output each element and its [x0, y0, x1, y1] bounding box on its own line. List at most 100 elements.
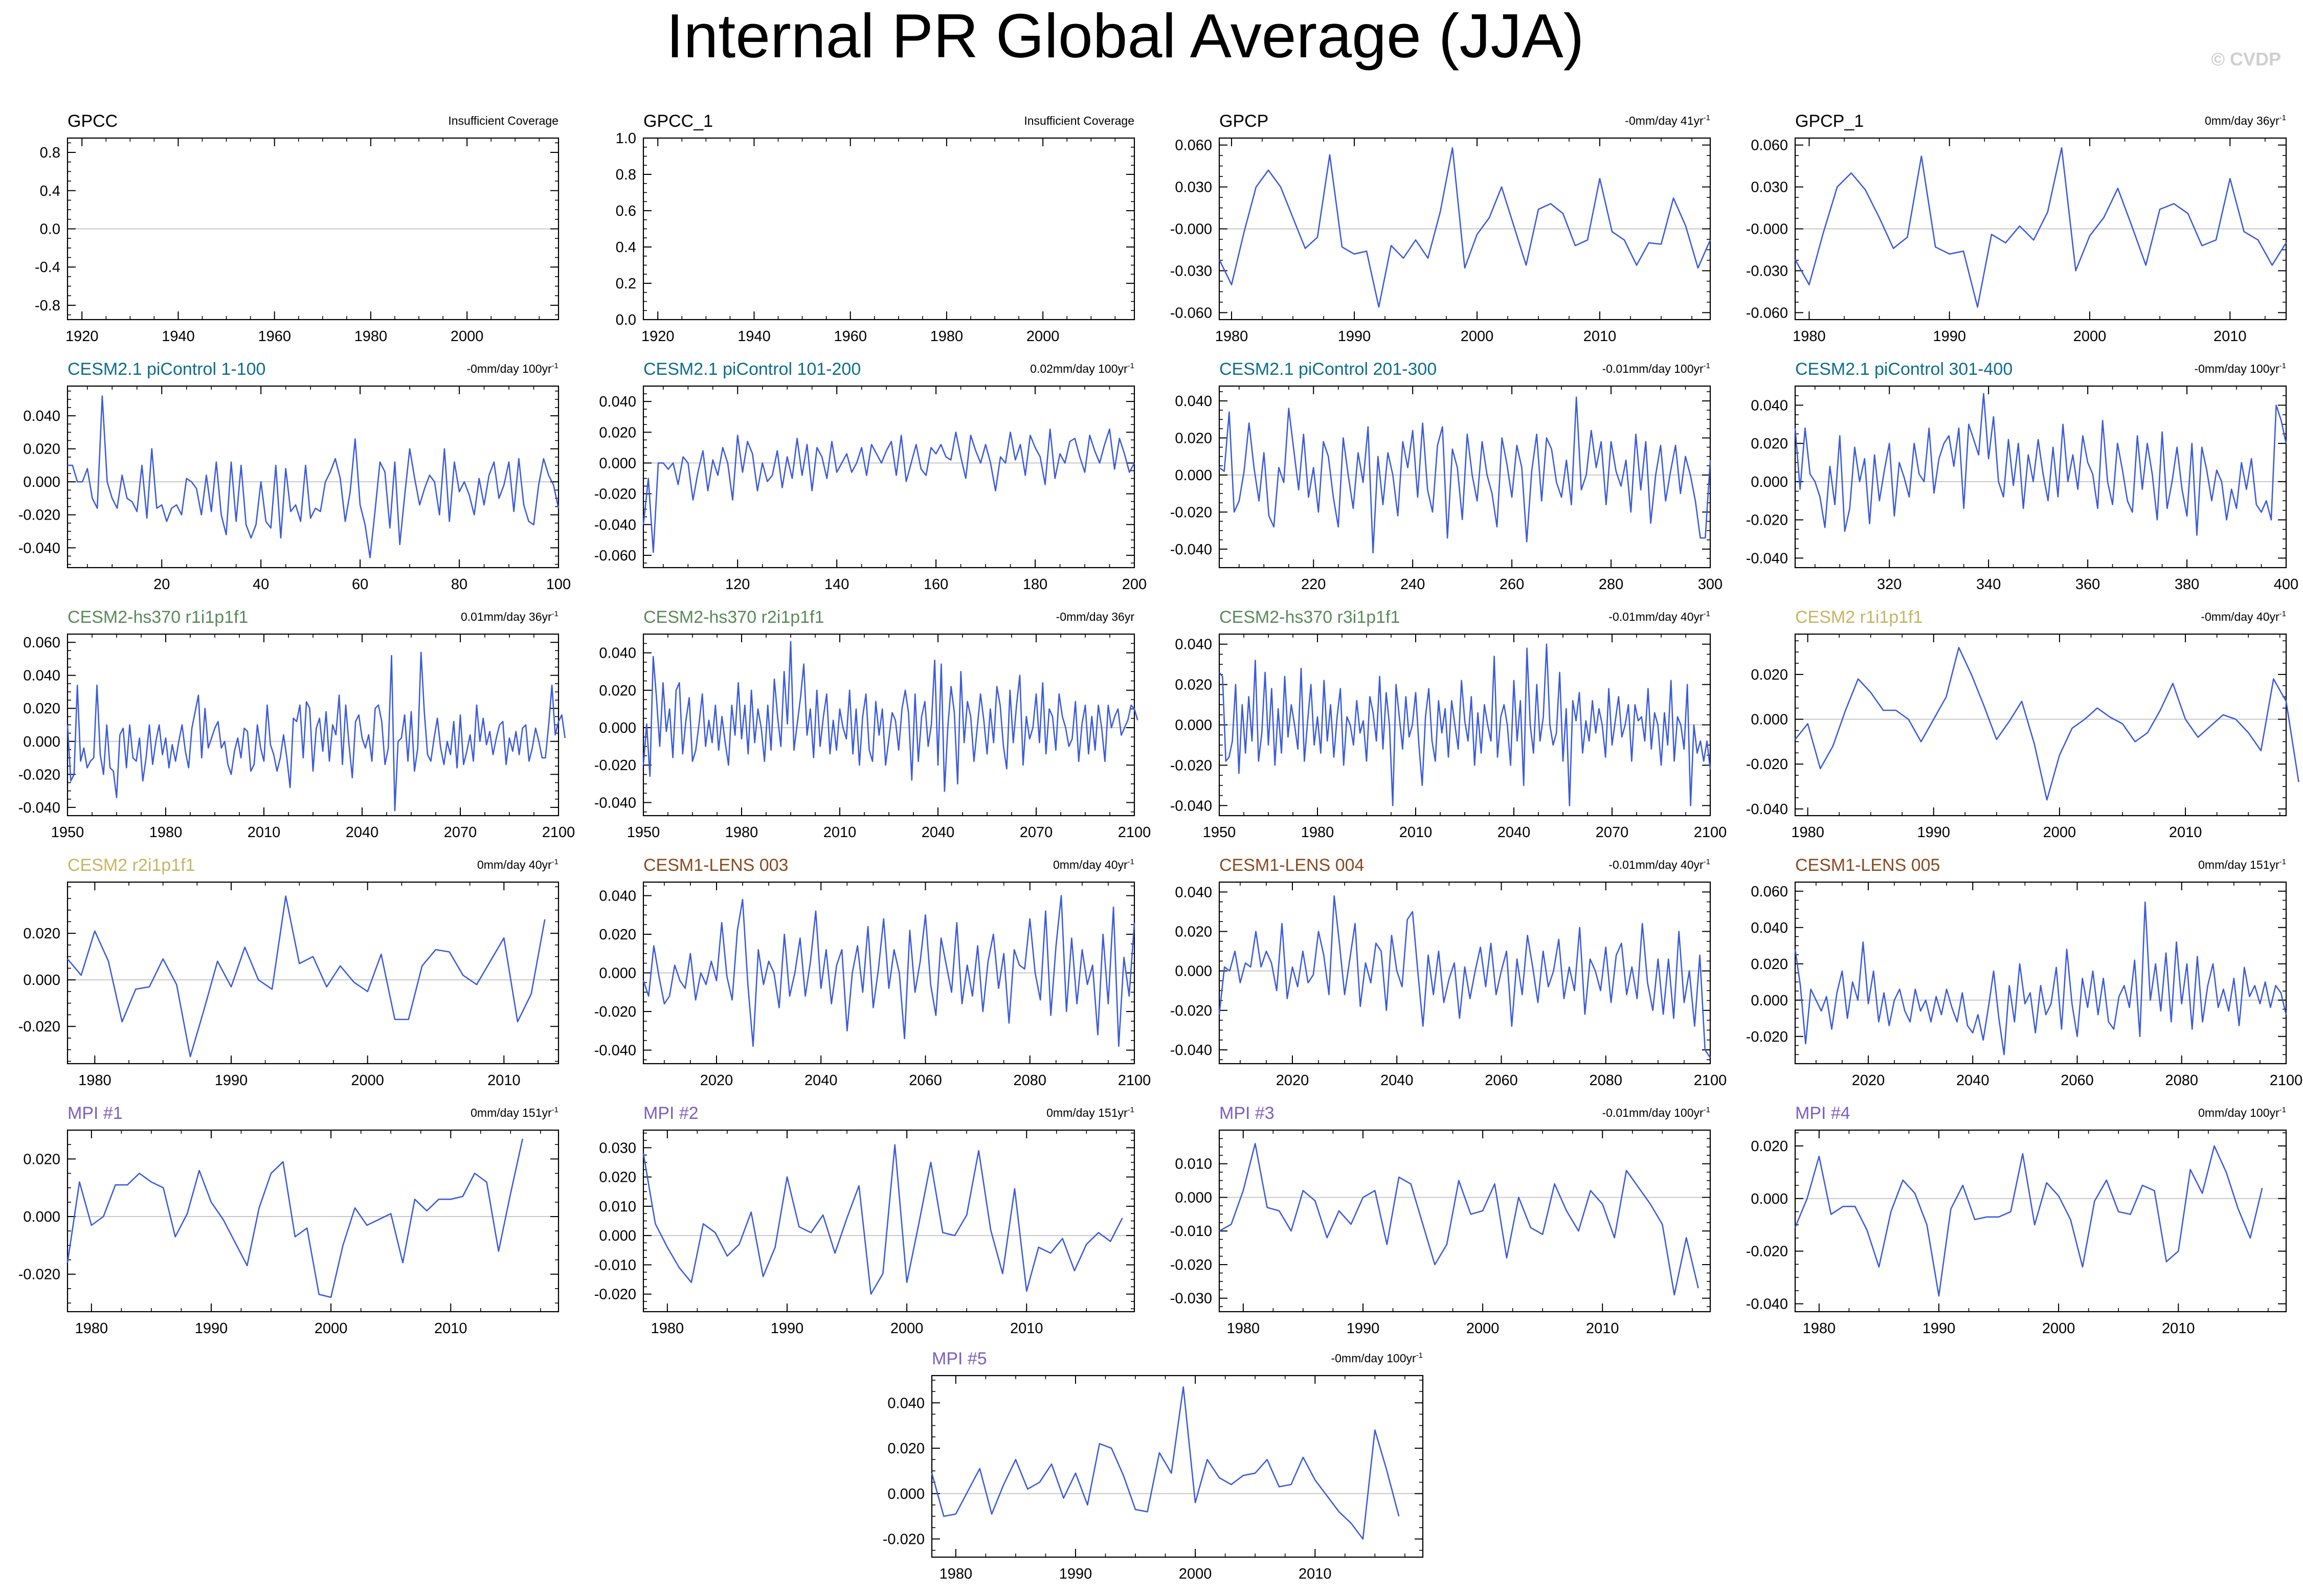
x-tick-label: 2100 — [2270, 1072, 2303, 1089]
y-tick-label: -0.060 — [1170, 305, 1212, 321]
panel-annotation: 0mm/day 151yr-1 — [1046, 1106, 1134, 1119]
x-tick-label: 2020 — [1276, 1072, 1309, 1089]
page-title: Internal PR Global Average (JJA) — [666, 1, 1584, 71]
x-tick-label: 2080 — [2165, 1072, 2198, 1089]
x-tick-label: 1980 — [354, 328, 388, 345]
annotation-text: 0mm/day 40yr — [1053, 858, 1128, 871]
y-tick-label: 0.0 — [616, 312, 636, 328]
x-tick-label: 1950 — [51, 824, 84, 841]
x-tick-label: 2010 — [823, 824, 857, 841]
x-tick-label: 1990 — [1922, 1320, 1956, 1337]
x-tick-label: 2000 — [2043, 824, 2076, 841]
panel-7: CESM2.1 piControl 301-400 -0mm/day 100yr-… — [1746, 359, 2298, 593]
x-tick-label: 1920 — [641, 328, 675, 345]
panel-title: CESM2 r2i1p1f1 — [68, 856, 195, 875]
x-tick-label: 2010 — [2162, 1320, 2195, 1337]
y-tick-label: -0.020 — [18, 767, 60, 783]
y-tick-label: -0.000 — [1746, 221, 1788, 238]
annotation-sup: -1 — [2279, 858, 2286, 866]
series-line — [1794, 1145, 2263, 1297]
plot-frame — [1794, 1129, 2287, 1313]
y-tick-label: -0.040 — [18, 540, 60, 556]
x-tick-label: 2040 — [1956, 1072, 1989, 1089]
panel-annotation: 0mm/day 40yr-1 — [1053, 858, 1134, 871]
series-line — [1219, 396, 1711, 554]
x-tick-label: 2000 — [315, 1320, 348, 1337]
y-tick-label: 0.2 — [616, 276, 636, 292]
plot-frame — [66, 385, 560, 569]
series-line — [1794, 901, 2287, 1055]
annotation-text: -0mm/day 100yr — [1331, 1352, 1416, 1365]
x-tick-label: 2000 — [1179, 1566, 1212, 1582]
y-tick-label: 0.000 — [599, 965, 636, 982]
panel-title: MPI #2 — [643, 1104, 699, 1123]
panel-title: MPI #4 — [1795, 1104, 1850, 1123]
y-tick-label: -0.020 — [1170, 757, 1212, 774]
x-tick-label: 260 — [1500, 576, 1524, 593]
y-tick-label: -0.020 — [1170, 1257, 1212, 1273]
y-tick-label: 0.020 — [599, 683, 636, 699]
x-tick-label: 340 — [1976, 576, 2001, 593]
y-tick-label: 0.8 — [40, 145, 60, 161]
annotation-sup: -1 — [1704, 610, 1710, 618]
y-tick-label: -0.030 — [1170, 1291, 1212, 1307]
y-tick-label: -0.020 — [594, 757, 636, 774]
series-line — [642, 1144, 1123, 1295]
x-tick-label: 240 — [1400, 576, 1425, 593]
series-line — [67, 895, 546, 1058]
x-tick-label: 2010 — [1586, 1320, 1619, 1337]
panel-title: CESM2-hs370 r2i1p1f1 — [643, 608, 824, 627]
x-tick-label: 180 — [1023, 576, 1047, 593]
x-tick-label: 1980 — [1803, 1320, 1836, 1337]
y-tick-label: 0.8 — [616, 167, 636, 183]
plot-frame — [642, 1129, 1135, 1313]
annotation-text: -0.01mm/day 40yr — [1608, 858, 1704, 871]
x-tick-label: 1980 — [1227, 1320, 1260, 1337]
y-tick-label: -0.010 — [1170, 1223, 1212, 1240]
x-tick-label: 2010 — [248, 824, 281, 841]
panel-annotation: Insufficient Coverage — [448, 114, 558, 127]
plot-frame — [66, 881, 560, 1065]
series-line — [68, 395, 560, 558]
x-tick-label: 2060 — [1485, 1072, 1518, 1089]
panel-annotation: -0.01mm/day 40yr-1 — [1608, 858, 1710, 871]
y-tick-label: -0.040 — [594, 517, 636, 533]
y-tick-label: -0.030 — [1170, 263, 1212, 279]
x-tick-label: 320 — [1877, 576, 1902, 593]
panel-6: CESM2.1 piControl 201-300 -0.01mm/day 100… — [1170, 359, 1723, 593]
x-tick-label: 2000 — [451, 328, 484, 345]
x-tick-label: 1980 — [75, 1320, 108, 1337]
series-line — [1794, 393, 2287, 536]
annotation-text: -0.01mm/day 100yr — [1602, 362, 1704, 375]
x-tick-label: 2010 — [1583, 328, 1617, 345]
panel-16: MPI #1 0mm/day 151yr-1 1980 1990 2000 2010 -0.… — [18, 1104, 560, 1337]
x-tick-label: 1940 — [162, 328, 195, 345]
y-tick-label: 0.040 — [23, 408, 60, 424]
x-tick-label: 1990 — [195, 1320, 228, 1337]
annotation-text: 0mm/day 36yr — [2205, 114, 2279, 127]
x-tick-label: 2070 — [1020, 824, 1053, 841]
x-tick-label: 1980 — [1793, 328, 1826, 345]
panel-title: CESM1-LENS 003 — [643, 856, 788, 875]
y-tick-label: 0.040 — [1751, 397, 1788, 414]
y-tick-label: 0.030 — [599, 1140, 636, 1156]
panel-11: CESM2 r1i1p1f1 -0mm/day 40yr-1 1980 1990 200… — [1746, 608, 2299, 841]
x-tick-label: 80 — [451, 576, 467, 593]
panel-annotation: -0mm/day 100yr-1 — [2194, 362, 2286, 375]
x-tick-label: 1980 — [78, 1072, 111, 1089]
y-tick-label: 0.0 — [40, 221, 60, 238]
panel-title: CESM2.1 piControl 1-100 — [68, 359, 265, 379]
y-tick-label: 0.040 — [1175, 884, 1212, 901]
y-tick-label: 0.040 — [599, 394, 636, 410]
y-tick-label: 0.000 — [23, 474, 60, 490]
y-tick-label: 0.020 — [1175, 924, 1212, 940]
panel-title: GPCP_1 — [1795, 111, 1864, 131]
y-tick-label: 0.020 — [1751, 1138, 1788, 1155]
y-tick-label: 0.020 — [1175, 677, 1212, 693]
panel-title: GPCC — [68, 111, 118, 131]
x-tick-label: 2080 — [1013, 1072, 1046, 1089]
annotation-sup: -1 — [1128, 858, 1134, 866]
y-tick-label: 0.060 — [23, 635, 60, 651]
y-tick-label: 0.040 — [599, 645, 636, 662]
x-tick-label: 1950 — [627, 824, 660, 841]
